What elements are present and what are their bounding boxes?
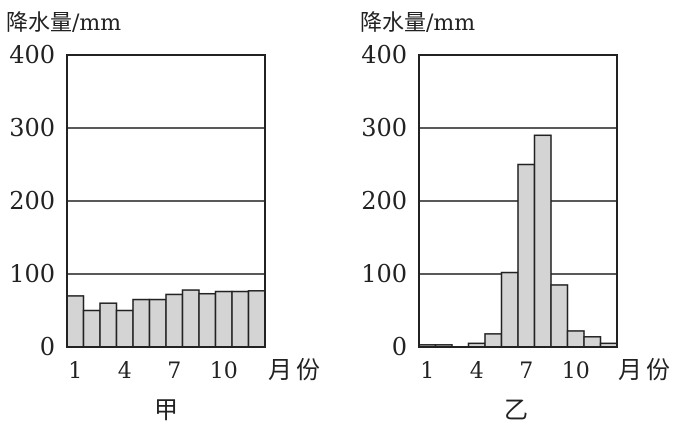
bar-month-5 bbox=[484, 333, 503, 348]
y-tick-label: 400 bbox=[361, 41, 407, 69]
chart-panel-yi: 降水量/mm 月份 乙 0 100 200 300 400 1 4 7 10 bbox=[360, 11, 674, 424]
y-tick-label: 400 bbox=[9, 41, 55, 69]
chart-panel-jia: 降水量/mm 月份 甲 0 100 200 300 400 1 4 7 10 bbox=[6, 11, 324, 424]
plot-frame bbox=[66, 54, 266, 348]
y-tick-label: 300 bbox=[361, 114, 407, 142]
plot-frame bbox=[418, 54, 618, 348]
x-axis-label: 月份 bbox=[618, 356, 674, 384]
bar-month-10 bbox=[214, 290, 233, 348]
bar-month-6 bbox=[148, 298, 167, 348]
x-tick-label: 7 bbox=[519, 359, 533, 384]
bar-month-5 bbox=[132, 298, 151, 348]
x-tick-label: 10 bbox=[210, 359, 238, 384]
bar-month-9 bbox=[550, 284, 569, 348]
bar-month-9 bbox=[198, 292, 217, 348]
x-axis-label: 月份 bbox=[268, 356, 324, 384]
bar-month-2 bbox=[82, 309, 101, 348]
y-tick-label: 0 bbox=[392, 333, 407, 361]
y-tick-label: 300 bbox=[9, 114, 55, 142]
y-axis-label: 降水量/mm bbox=[360, 11, 475, 36]
y-tick-label: 0 bbox=[40, 333, 55, 361]
y-axis-label: 降水量/mm bbox=[6, 11, 121, 36]
bar-month-3 bbox=[99, 302, 118, 348]
y-tick-label: 200 bbox=[361, 187, 407, 215]
bar-month-4 bbox=[115, 309, 134, 348]
bar-month-7 bbox=[165, 293, 184, 348]
bar-month-6 bbox=[500, 271, 519, 348]
bar-month-10 bbox=[566, 330, 585, 348]
y-tick-label: 100 bbox=[9, 260, 55, 288]
bar-month-1 bbox=[66, 295, 85, 348]
y-tick-label: 200 bbox=[9, 187, 55, 215]
bar-month-7 bbox=[517, 163, 536, 348]
x-tick-label: 4 bbox=[118, 359, 132, 384]
chart-name: 甲 bbox=[154, 396, 178, 424]
x-tick-label: 1 bbox=[68, 359, 82, 384]
bar-month-11 bbox=[231, 290, 250, 348]
y-tick-label: 100 bbox=[361, 260, 407, 288]
x-tick-label: 4 bbox=[470, 359, 484, 384]
bar-month-11 bbox=[583, 336, 602, 348]
x-tick-label: 1 bbox=[420, 359, 434, 384]
x-tick-label: 7 bbox=[167, 359, 181, 384]
bar-month-12 bbox=[247, 290, 266, 348]
x-tick-label: 10 bbox=[562, 359, 590, 384]
bar-month-8 bbox=[533, 134, 552, 348]
chart-name: 乙 bbox=[504, 396, 528, 424]
bar-month-8 bbox=[181, 289, 200, 348]
